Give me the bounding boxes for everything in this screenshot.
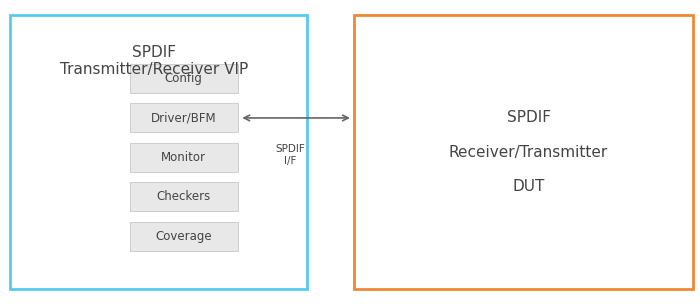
Text: Monitor: Monitor bbox=[161, 151, 206, 164]
Text: Coverage: Coverage bbox=[155, 230, 212, 243]
Text: Config: Config bbox=[164, 72, 203, 85]
Text: SPDIF
Transmitter/Receiver VIP: SPDIF Transmitter/Receiver VIP bbox=[60, 45, 248, 77]
Bar bbox=[354, 15, 693, 289]
Bar bbox=[130, 143, 238, 172]
Text: SPDIF
I/F: SPDIF I/F bbox=[276, 144, 305, 166]
Bar bbox=[130, 182, 238, 211]
Text: Checkers: Checkers bbox=[157, 190, 211, 203]
Bar bbox=[130, 103, 238, 132]
Bar bbox=[130, 222, 238, 251]
Bar bbox=[10, 15, 307, 289]
Text: Driver/BFM: Driver/BFM bbox=[151, 111, 216, 124]
Text: SPDIF

Receiver/Transmitter

DUT: SPDIF Receiver/Transmitter DUT bbox=[449, 110, 608, 194]
Bar bbox=[130, 64, 238, 93]
